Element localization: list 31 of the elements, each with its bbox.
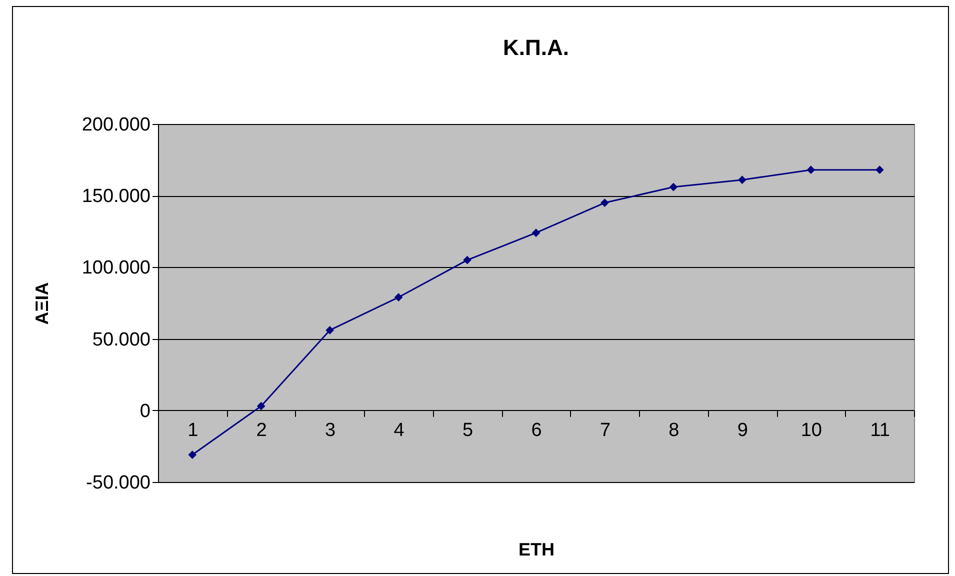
x-tick-label: 6 [531,420,542,441]
x-tick-label: 8 [668,420,680,441]
point [806,166,816,174]
y-axis-title: ΑΞΙΑ [32,282,52,325]
point [256,402,266,410]
x-axis-title: ΕΤΗ [518,540,554,560]
point [669,182,678,192]
x-tick-label: 10 [800,420,822,441]
x-tick-label: 7 [600,420,611,441]
x-tick-label: 2 [256,420,267,441]
x-tick-label: 4 [394,420,405,441]
point [326,326,334,334]
point [532,228,540,238]
x-tick-label: 9 [737,420,748,441]
y-tick-label: 0 [140,400,150,422]
y-tick-label: 150.000 [82,186,150,208]
y-tick-label: 100.000 [82,258,150,279]
point [463,256,472,264]
x-tick-label: 3 [325,420,336,441]
x-tick-label: 5 [462,420,474,441]
point [188,450,197,459]
chart-title: Κ.Π.Α. [503,35,569,60]
point [394,293,403,302]
point [738,176,746,184]
point [875,166,884,174]
y-tick-label: 200.000 [82,114,150,136]
x-tick-label: 11 [870,420,890,441]
y-tick-label: -50.000 [86,472,150,494]
x-tick-label: 1 [188,420,198,441]
point [600,198,609,207]
y-tick-label: 50.000 [92,329,150,350]
